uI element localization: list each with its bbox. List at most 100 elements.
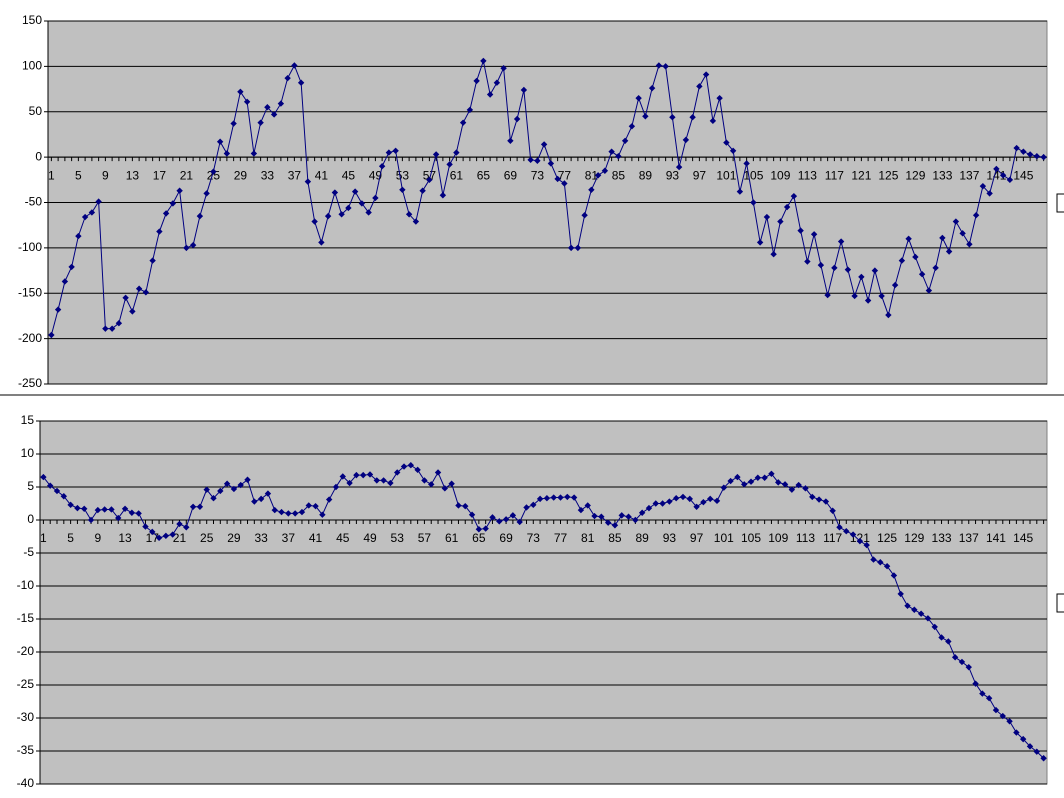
data-point (904, 602, 911, 609)
data-point (380, 477, 387, 484)
data-point (237, 481, 244, 489)
data-point (648, 84, 656, 92)
data-point (493, 79, 501, 86)
data-point (999, 712, 1006, 720)
data-point (297, 79, 305, 86)
data-point (378, 163, 386, 170)
data-point (434, 469, 442, 476)
data-point (554, 175, 561, 183)
data-point (372, 194, 379, 202)
x-tick-label: 69 (504, 168, 518, 182)
data-point (74, 504, 81, 512)
data-point (543, 495, 551, 502)
data-point (1020, 148, 1027, 155)
y-tick-label: 150 (22, 13, 42, 27)
data-point (584, 502, 591, 509)
data-point (911, 606, 918, 613)
x-tick-label: 53 (391, 531, 405, 545)
data-point (176, 520, 183, 528)
data-point (985, 695, 993, 702)
data-point (311, 218, 318, 225)
data-point (203, 190, 210, 197)
data-point (135, 510, 142, 517)
data-point (743, 160, 750, 167)
x-tick-label: 93 (666, 168, 680, 182)
y-tick-label: -40 (17, 776, 35, 790)
data-point (741, 481, 748, 488)
data-point (346, 479, 353, 487)
x-tick-label: 133 (932, 531, 952, 545)
data-point (394, 469, 401, 476)
data-point (608, 148, 615, 155)
legend-stub (1056, 593, 1064, 613)
data-point (366, 471, 374, 478)
data-point (339, 473, 346, 480)
data-point (679, 493, 687, 501)
data-point (693, 503, 700, 510)
x-tick-label: 121 (851, 168, 871, 182)
data-point (965, 663, 972, 671)
data-point (797, 227, 804, 234)
x-tick-label: 89 (639, 168, 653, 182)
data-point (912, 253, 919, 261)
x-tick-label: 117 (823, 531, 842, 545)
x-tick-label: 17 (153, 168, 167, 182)
x-tick-label: 57 (418, 531, 432, 545)
x-tick-label: 41 (309, 531, 323, 545)
data-point (883, 563, 891, 570)
data-point (945, 248, 953, 255)
data-point (756, 239, 764, 246)
data-point (54, 306, 62, 313)
data-point (611, 522, 619, 529)
data-point (387, 479, 394, 487)
data-point (128, 509, 136, 516)
y-tick-label: 50 (29, 104, 43, 118)
data-point (638, 509, 646, 516)
data-point (591, 512, 598, 520)
data-point (775, 479, 782, 486)
data-point (898, 257, 906, 264)
data-point (536, 495, 544, 503)
x-tick-label: 105 (743, 168, 763, 182)
data-point (196, 212, 204, 220)
x-tick-label: 145 (1013, 168, 1033, 182)
data-point (993, 165, 1000, 173)
x-tick-label: 65 (477, 168, 491, 182)
x-tick-label: 1 (40, 531, 47, 545)
data-point (858, 273, 865, 281)
data-point (621, 137, 629, 144)
data-point (729, 147, 737, 154)
data-point (849, 531, 857, 538)
data-point (480, 57, 487, 65)
data-point (581, 212, 588, 219)
data-point (966, 241, 973, 248)
data-point (489, 514, 496, 521)
data-point (863, 541, 870, 549)
data-point (121, 505, 129, 512)
data-point (455, 502, 462, 509)
data-point (736, 188, 744, 195)
data-point (473, 77, 480, 85)
data-point (598, 513, 605, 520)
data-point (851, 292, 858, 300)
y-tick-label: -200 (18, 331, 42, 345)
data-point (972, 212, 980, 219)
data-point (530, 501, 537, 509)
data-point (768, 470, 775, 477)
data-point (999, 172, 1007, 179)
data-point (625, 513, 632, 520)
data-point (635, 94, 642, 102)
data-point (777, 218, 784, 225)
data-line (50, 59, 1044, 336)
data-point (761, 474, 768, 481)
data-point (655, 62, 663, 69)
data-point (754, 474, 762, 481)
data-point (1040, 153, 1047, 161)
x-tick-label: 101 (714, 531, 734, 545)
plot-area (39, 420, 1048, 785)
data-point (824, 291, 831, 299)
data-point (905, 235, 912, 242)
data-point (682, 136, 690, 144)
x-tick-label: 45 (342, 168, 356, 182)
